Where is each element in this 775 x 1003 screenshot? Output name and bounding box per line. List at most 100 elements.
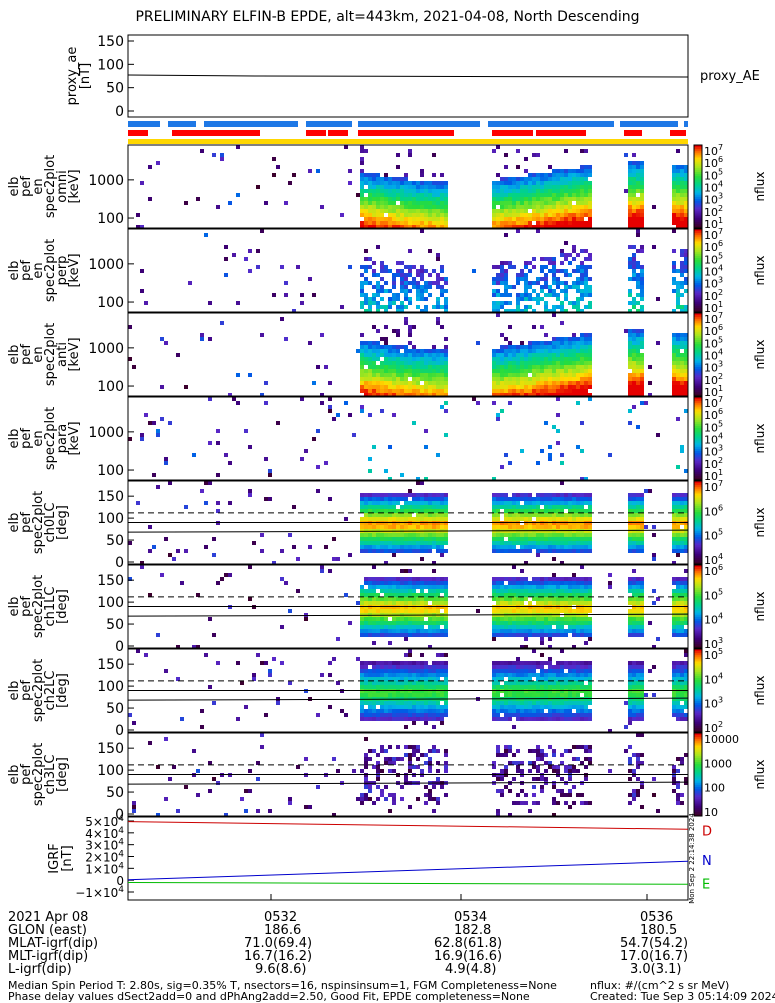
spectrogram-cell xyxy=(436,297,440,301)
spectrogram-cell xyxy=(304,449,308,453)
spectrogram-cell xyxy=(148,525,152,529)
spectrogram-cell xyxy=(576,305,580,309)
spectrogram-cell xyxy=(588,369,592,373)
spectrogram-cell xyxy=(520,353,524,357)
spectrogram-cell xyxy=(552,621,556,625)
spectrogram-cell xyxy=(392,213,396,217)
spectrogram-cell xyxy=(560,189,564,193)
spectrogram-cell xyxy=(536,545,540,549)
spectrogram-cell xyxy=(372,173,376,177)
spectrogram-cell xyxy=(640,265,644,269)
spectrogram-cell xyxy=(372,661,376,665)
spectrogram-cell xyxy=(536,189,540,193)
spectrogram-cell xyxy=(684,165,688,169)
spectrogram-cell xyxy=(444,401,448,405)
spectrogram-cell xyxy=(656,597,660,601)
spectrogram-cell xyxy=(544,185,548,189)
spectrogram-cell xyxy=(676,293,680,297)
spectrogram-cell xyxy=(504,505,508,509)
spectrogram-cell xyxy=(548,173,552,177)
spectrogram-cell xyxy=(428,365,432,369)
spectrogram-cell xyxy=(532,609,536,613)
spectrogram-cell xyxy=(368,597,372,601)
spectrogram-cell xyxy=(444,709,448,713)
spectrogram-cell xyxy=(672,625,676,629)
spectrogram-cell xyxy=(572,197,576,201)
spectrogram-cell xyxy=(628,277,632,281)
spectrogram-cell xyxy=(584,533,588,537)
spectrogram-cell xyxy=(140,437,144,441)
spectrogram-cell xyxy=(496,213,500,217)
spectrogram-cell xyxy=(500,597,504,601)
spectrogram-cell xyxy=(652,553,656,557)
spectrogram-cell xyxy=(384,661,388,665)
spectrogram-cell xyxy=(544,209,548,213)
spectrogram-cell xyxy=(672,221,676,225)
spectrogram-cell xyxy=(328,409,332,413)
spectrogram-cell xyxy=(588,381,592,385)
spectrogram-cell xyxy=(628,541,632,545)
spectrogram-cell xyxy=(400,625,404,629)
spectrogram-cell xyxy=(432,505,436,509)
spectrogram-cell xyxy=(580,369,584,373)
spectrogram-cell xyxy=(504,385,508,389)
spectrogram-cell xyxy=(200,333,204,337)
spectrogram-cell xyxy=(544,353,548,357)
spectrogram-cell xyxy=(380,517,384,521)
spectrogram-cell xyxy=(372,545,376,549)
spectrogram-cell xyxy=(568,273,572,277)
spectrogram-cell xyxy=(580,541,584,545)
spectrogram-cell xyxy=(360,673,364,677)
spectrogram-cell xyxy=(384,717,388,721)
spectrogram-cell xyxy=(368,681,372,685)
spectrogram-cell xyxy=(564,581,568,585)
spectrogram-cell xyxy=(548,213,552,217)
spectrogram-cell xyxy=(440,377,444,381)
spectrogram-cell xyxy=(628,633,632,637)
spectrogram-cell xyxy=(568,525,572,529)
spectrogram-cell xyxy=(568,597,572,601)
spectrogram-cell xyxy=(632,213,636,217)
spectrogram-cell xyxy=(372,617,376,621)
spectrogram-cell xyxy=(184,201,188,205)
spectrogram-cell xyxy=(676,341,680,345)
spectrogram-cell xyxy=(572,205,576,209)
spectrogram-cell xyxy=(260,533,264,537)
spectrogram-cell xyxy=(532,373,536,377)
spectrogram-cell xyxy=(540,197,544,201)
spectrogram-cell xyxy=(364,201,368,205)
spectrogram-cell xyxy=(584,629,588,633)
spectrogram-cell xyxy=(548,257,552,261)
spectrogram-cell xyxy=(532,669,536,673)
spectrogram-cell xyxy=(388,589,392,593)
spectrogram-cell xyxy=(180,581,184,585)
spectrogram-cell xyxy=(360,597,364,601)
spectrogram-cell xyxy=(376,713,380,717)
spectrogram-cell xyxy=(572,369,576,373)
spectrogram-cell xyxy=(400,305,404,309)
spectrogram-cell xyxy=(408,533,412,537)
spectrogram-cell xyxy=(556,397,560,401)
spectrogram-cell xyxy=(416,221,420,225)
spectrogram-cell xyxy=(520,201,524,205)
spectrogram-cell xyxy=(428,625,432,629)
spectrogram-cell xyxy=(496,181,500,185)
spectrogram-cell xyxy=(228,573,232,577)
spectrogram-cell xyxy=(512,545,516,549)
spectrogram-cell xyxy=(676,193,680,197)
spectrogram-cell xyxy=(416,305,420,309)
spectrogram-cell xyxy=(516,177,520,181)
spectrogram-cell xyxy=(512,197,516,201)
spectrogram-cell xyxy=(420,269,424,273)
spectrogram-cell xyxy=(580,201,584,205)
spectrogram-cell xyxy=(288,681,292,685)
spectrogram-cell xyxy=(280,661,284,665)
spectrogram-cell xyxy=(524,609,528,613)
spectrogram-cell xyxy=(396,673,400,677)
spectrogram-cell xyxy=(420,189,424,193)
spectrogram-cell xyxy=(636,261,640,265)
spectrogram-cell xyxy=(676,613,680,617)
spectrogram-cell xyxy=(584,621,588,625)
spectrogram-cell xyxy=(624,189,628,193)
spectrogram-cell xyxy=(364,249,368,253)
